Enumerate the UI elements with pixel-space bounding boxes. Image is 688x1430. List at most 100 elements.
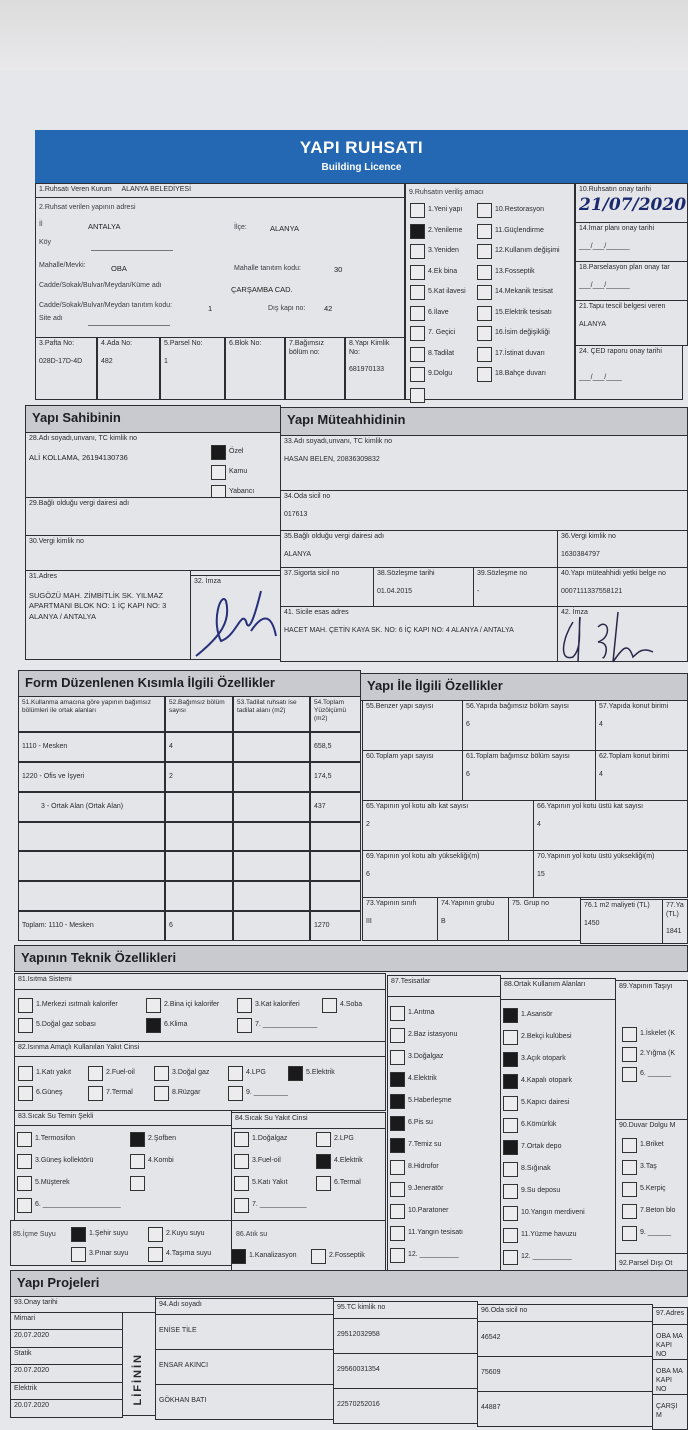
checkbox[interactable]	[622, 1138, 637, 1153]
checkbox[interactable]	[410, 326, 425, 341]
checkbox[interactable]	[71, 1247, 86, 1262]
checkbox[interactable]	[17, 1154, 32, 1169]
checkbox-item: 1.Doğalgaz	[234, 1130, 316, 1149]
checkbox[interactable]	[477, 285, 492, 300]
checkbox[interactable]	[228, 1066, 243, 1081]
checkbox[interactable]	[154, 1066, 169, 1081]
checkbox[interactable]	[17, 1176, 32, 1191]
checkbox[interactable]	[622, 1182, 637, 1197]
checkbox[interactable]	[88, 1086, 103, 1101]
checkbox[interactable]	[503, 1118, 518, 1133]
checkbox[interactable]	[477, 264, 492, 280]
checkbox[interactable]	[622, 1067, 637, 1082]
checkbox[interactable]	[237, 998, 252, 1013]
checkbox[interactable]	[390, 1138, 405, 1153]
checkbox[interactable]	[622, 1160, 637, 1175]
checkbox[interactable]	[288, 1066, 303, 1081]
checkbox[interactable]	[410, 223, 425, 239]
checkbox[interactable]	[503, 1162, 518, 1177]
checkbox[interactable]	[503, 1096, 518, 1111]
checkbox[interactable]	[503, 1074, 518, 1089]
checkbox[interactable]	[477, 223, 492, 239]
checkbox[interactable]	[477, 203, 492, 218]
checkbox[interactable]	[154, 1086, 169, 1101]
checkbox[interactable]	[390, 1094, 405, 1109]
checkbox[interactable]	[234, 1198, 249, 1213]
checkbox[interactable]	[18, 1086, 33, 1101]
checkbox[interactable]	[390, 1050, 405, 1065]
checkbox[interactable]	[311, 1249, 326, 1264]
checkbox[interactable]	[146, 998, 161, 1013]
checkbox[interactable]	[88, 1066, 103, 1081]
checkbox[interactable]	[148, 1227, 163, 1242]
checkbox[interactable]	[477, 326, 492, 341]
checkbox[interactable]	[410, 387, 425, 403]
checkbox[interactable]	[410, 346, 425, 362]
checkbox[interactable]	[390, 1226, 405, 1241]
checkbox-item: 5.Haberleşme	[390, 1092, 498, 1111]
checkbox[interactable]	[503, 1052, 518, 1067]
checkbox[interactable]	[410, 285, 425, 300]
parcel-field: 4.Ada No: 482	[97, 337, 160, 400]
checkbox[interactable]	[211, 465, 226, 480]
checkbox[interactable]	[503, 1184, 518, 1199]
checkbox[interactable]	[237, 1018, 252, 1033]
checkbox[interactable]	[477, 244, 492, 259]
checkbox[interactable]	[477, 367, 492, 382]
designer-name: ENSAR AKINCI	[155, 1349, 334, 1385]
checkbox[interactable]	[130, 1154, 145, 1169]
checkbox[interactable]	[234, 1154, 249, 1169]
checkbox-label: 2.Kuyu suyu	[166, 1230, 205, 1238]
checkbox[interactable]	[71, 1227, 86, 1242]
building-field: 75. Grup no	[508, 897, 581, 941]
checkbox-label: 7.Termal	[106, 1089, 133, 1097]
checkbox[interactable]	[17, 1198, 32, 1213]
checkbox[interactable]	[477, 346, 492, 362]
checkbox[interactable]	[622, 1027, 637, 1042]
field-value: HASAN BELEN, 20836309832	[284, 455, 380, 463]
checkbox[interactable]	[130, 1176, 145, 1191]
checkbox[interactable]	[410, 264, 425, 280]
checkbox[interactable]	[410, 305, 425, 321]
checkbox[interactable]	[146, 1018, 161, 1033]
checkbox[interactable]	[390, 1116, 405, 1131]
checkbox[interactable]	[234, 1176, 249, 1191]
checkbox[interactable]	[316, 1176, 331, 1191]
checkbox[interactable]	[390, 1028, 405, 1043]
checkbox[interactable]	[390, 1182, 405, 1197]
checkbox[interactable]	[503, 1206, 518, 1221]
checkbox[interactable]	[390, 1248, 405, 1263]
checkbox[interactable]	[322, 998, 337, 1013]
checkbox-item: 1.Arıtma	[390, 1004, 498, 1023]
checkbox[interactable]	[503, 1250, 518, 1265]
checkbox[interactable]	[316, 1154, 331, 1169]
checkbox[interactable]	[410, 244, 425, 259]
checkbox[interactable]	[17, 1132, 32, 1147]
checkbox[interactable]	[18, 1066, 33, 1081]
checkbox[interactable]	[622, 1226, 637, 1241]
checkbox[interactable]	[148, 1247, 163, 1262]
blank-line	[91, 250, 173, 251]
checkbox[interactable]	[503, 1030, 518, 1045]
checkbox[interactable]	[18, 1018, 33, 1033]
checkbox[interactable]	[390, 1204, 405, 1219]
checkbox[interactable]	[390, 1160, 405, 1175]
checkbox[interactable]	[477, 305, 492, 321]
checkbox[interactable]	[410, 367, 425, 382]
checkbox[interactable]	[503, 1228, 518, 1243]
checkbox[interactable]	[231, 1249, 246, 1264]
checkbox[interactable]	[130, 1132, 145, 1147]
checkbox[interactable]	[503, 1008, 518, 1023]
checkbox[interactable]	[234, 1132, 249, 1147]
checkbox[interactable]	[211, 445, 226, 460]
checkbox[interactable]	[503, 1140, 518, 1155]
checkbox[interactable]	[390, 1006, 405, 1021]
checkbox[interactable]	[390, 1072, 405, 1087]
checkbox[interactable]	[410, 203, 425, 218]
checkbox[interactable]	[622, 1047, 637, 1062]
checkbox[interactable]	[18, 998, 33, 1013]
checkbox[interactable]	[228, 1086, 243, 1101]
checkbox[interactable]	[316, 1132, 331, 1147]
checkbox[interactable]	[622, 1204, 637, 1219]
checkbox-label: 1.Şehir suyu	[89, 1230, 128, 1238]
